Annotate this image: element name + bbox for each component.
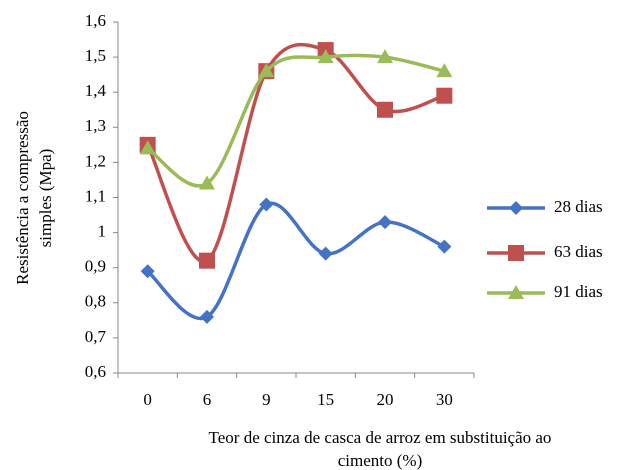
- legend-label: 91 dias: [554, 282, 603, 301]
- series-line: [146, 53, 445, 188]
- y-tick-label: 1,6: [85, 11, 106, 30]
- y-axis-title: Resistência a compressão: [13, 111, 32, 285]
- y-tick-label: 1,3: [85, 116, 106, 135]
- x-axis-title: Teor de cinza de casca de arroz em subst…: [209, 428, 552, 447]
- data-point: [378, 215, 392, 230]
- y-tick-label: 0,9: [85, 257, 106, 276]
- legend-label: 28 dias: [554, 197, 603, 216]
- data-point: [258, 63, 275, 78]
- data-point: [140, 264, 155, 279]
- y-axis-title: simples (Mpa): [36, 149, 55, 248]
- y-tick-label: 1,4: [85, 81, 107, 100]
- data-point: [436, 63, 453, 78]
- data-point: [436, 87, 453, 104]
- data-point: [377, 49, 393, 64]
- y-tick-label: 1,2: [85, 151, 106, 170]
- x-tick-label: 15: [317, 390, 334, 409]
- x-axis-title: cimento (%): [338, 451, 423, 470]
- data-point: [377, 101, 393, 118]
- data-point: [199, 175, 215, 190]
- data-point: [318, 246, 333, 261]
- data-point: [259, 197, 274, 212]
- y-tick-label: 1: [98, 222, 107, 241]
- y-tick-label: 0,8: [85, 292, 106, 311]
- x-tick-label: 30: [436, 390, 453, 409]
- data-point: [199, 252, 215, 269]
- data-point: [139, 140, 156, 155]
- legend-marker: [509, 201, 523, 215]
- y-tick-label: 1,5: [85, 46, 106, 65]
- x-tick-label: 6: [203, 390, 212, 409]
- legend-label: 63 dias: [554, 242, 603, 261]
- y-tick-label: 1,1: [85, 186, 106, 205]
- y-tick-label: 0,6: [85, 362, 106, 381]
- data-point: [437, 239, 452, 254]
- data-point: [200, 309, 214, 324]
- data-point: [317, 49, 334, 64]
- legend-marker: [508, 245, 524, 261]
- x-tick-label: 0: [143, 390, 152, 409]
- legend-marker: [508, 285, 524, 299]
- series-line: [146, 201, 446, 321]
- series-line: [146, 42, 445, 264]
- y-tick-label: 0,7: [85, 327, 107, 346]
- x-tick-label: 20: [377, 390, 394, 409]
- x-tick-label: 9: [262, 390, 271, 409]
